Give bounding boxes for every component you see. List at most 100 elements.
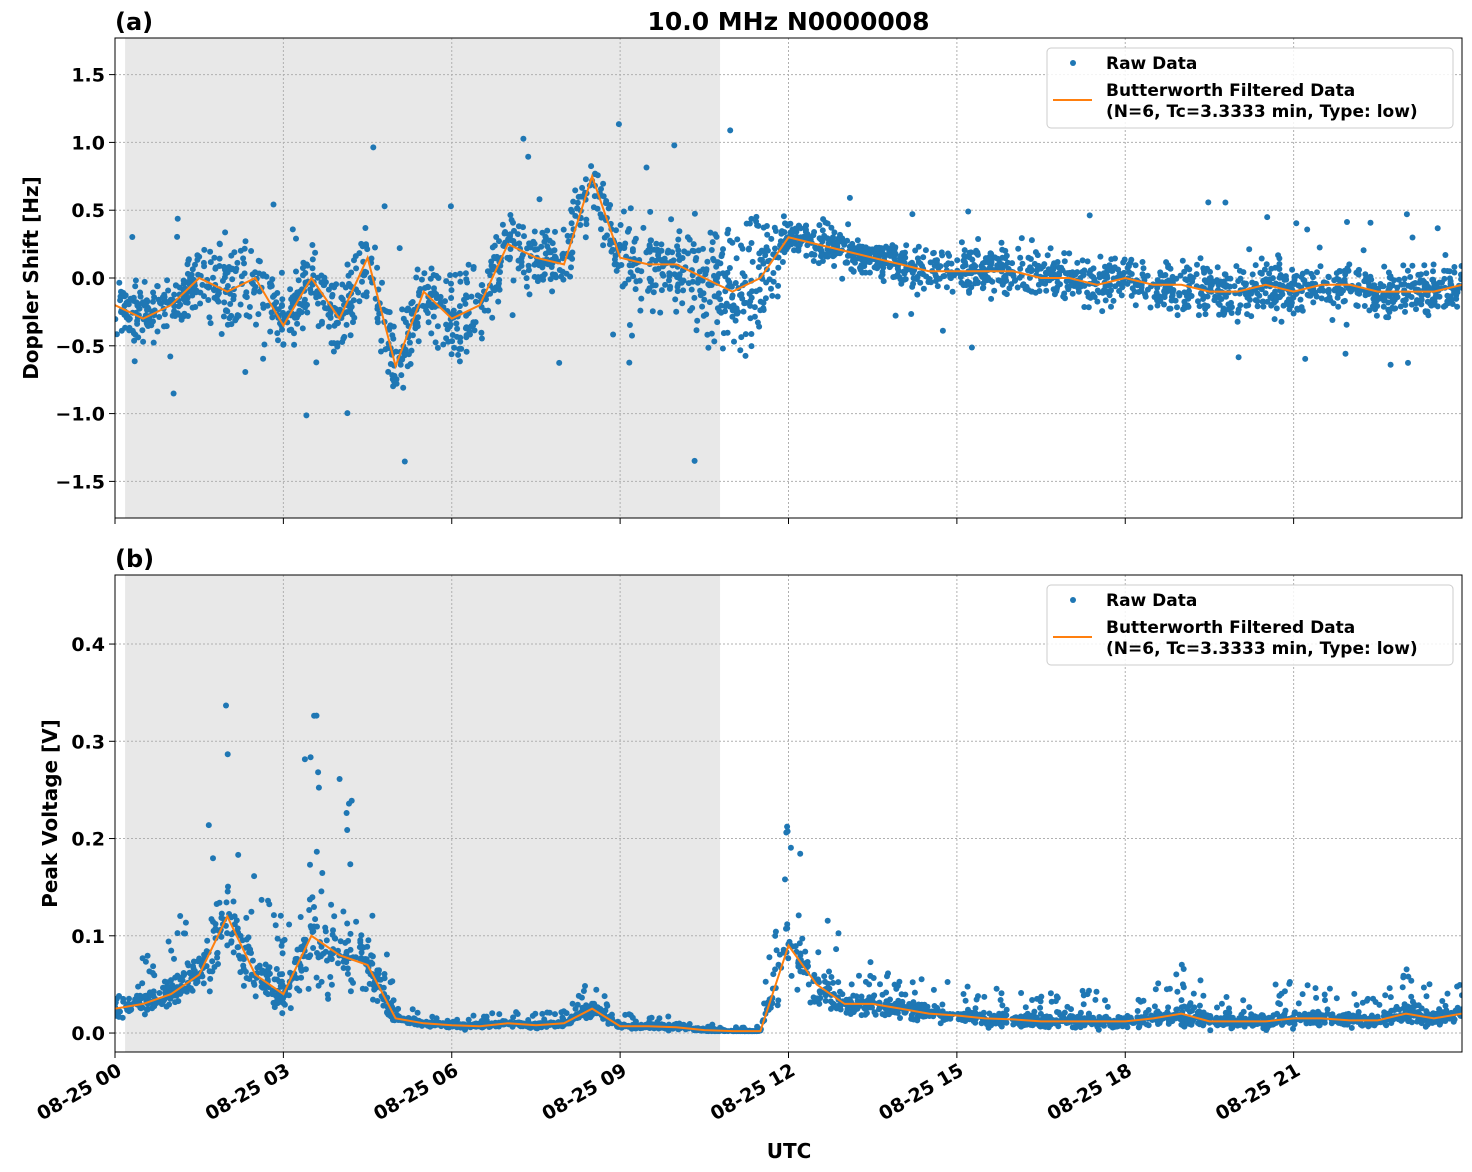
raw-point bbox=[478, 1018, 485, 1024]
raw-point bbox=[261, 341, 268, 348]
raw-point bbox=[1069, 1024, 1076, 1031]
raw-point bbox=[424, 310, 431, 316]
raw-point bbox=[1302, 355, 1309, 362]
raw-point bbox=[156, 314, 163, 320]
raw-point bbox=[1173, 275, 1180, 282]
raw-point bbox=[1262, 290, 1269, 297]
raw-point bbox=[756, 286, 763, 293]
raw-point bbox=[266, 901, 273, 908]
raw-point bbox=[409, 299, 416, 305]
raw-point bbox=[383, 951, 390, 958]
raw-point bbox=[848, 981, 855, 988]
raw-point bbox=[325, 286, 332, 293]
raw-point bbox=[1252, 262, 1259, 269]
raw-point bbox=[369, 953, 376, 960]
raw-point bbox=[1304, 226, 1311, 233]
raw-point bbox=[1259, 298, 1266, 305]
raw-point bbox=[507, 254, 513, 261]
raw-point bbox=[844, 237, 851, 244]
raw-point bbox=[597, 211, 604, 218]
raw-point bbox=[643, 164, 650, 171]
raw-point bbox=[327, 974, 334, 980]
raw-point bbox=[909, 269, 916, 276]
raw-point bbox=[218, 910, 225, 917]
raw-point bbox=[276, 971, 283, 978]
raw-point bbox=[748, 343, 755, 350]
raw-point bbox=[1327, 297, 1334, 304]
raw-point bbox=[216, 263, 223, 269]
raw-point bbox=[378, 337, 385, 344]
raw-point bbox=[1333, 270, 1340, 277]
raw-point bbox=[1308, 270, 1315, 277]
raw-point bbox=[708, 330, 715, 337]
raw-point bbox=[791, 247, 797, 254]
raw-point bbox=[640, 224, 647, 231]
raw-point bbox=[115, 999, 119, 1006]
raw-point bbox=[308, 925, 315, 932]
raw-point bbox=[693, 327, 700, 334]
raw-point bbox=[1405, 973, 1412, 980]
raw-point bbox=[242, 238, 249, 245]
raw-point bbox=[1018, 990, 1025, 996]
raw-point bbox=[742, 352, 749, 359]
raw-point bbox=[1254, 303, 1261, 310]
raw-point bbox=[465, 261, 472, 268]
raw-point bbox=[428, 330, 435, 337]
raw-point bbox=[1260, 303, 1267, 310]
raw-point bbox=[1397, 303, 1404, 310]
raw-point bbox=[455, 351, 462, 358]
raw-point bbox=[344, 970, 351, 977]
raw-point bbox=[1006, 285, 1013, 292]
raw-point bbox=[170, 390, 177, 397]
raw-point bbox=[764, 247, 771, 254]
raw-point bbox=[279, 296, 286, 303]
raw-point bbox=[572, 187, 579, 194]
raw-point bbox=[1037, 1010, 1044, 1017]
raw-point bbox=[191, 968, 198, 974]
raw-point bbox=[487, 272, 494, 279]
raw-point bbox=[271, 292, 278, 299]
raw-point bbox=[594, 205, 601, 212]
raw-point bbox=[174, 215, 181, 222]
raw-point bbox=[1276, 255, 1283, 262]
raw-point bbox=[613, 227, 619, 234]
raw-point bbox=[824, 917, 831, 924]
raw-point bbox=[901, 1009, 908, 1016]
raw-point bbox=[1286, 306, 1293, 313]
raw-point bbox=[1316, 244, 1323, 251]
raw-point bbox=[1333, 995, 1340, 1002]
raw-point bbox=[775, 997, 782, 1004]
raw-point bbox=[1055, 1023, 1062, 1030]
raw-point bbox=[811, 251, 818, 258]
raw-point bbox=[1278, 318, 1285, 325]
raw-point bbox=[1228, 310, 1235, 316]
raw-point bbox=[941, 273, 948, 279]
raw-point bbox=[447, 272, 454, 279]
raw-point bbox=[760, 248, 767, 255]
raw-point bbox=[1034, 252, 1041, 259]
raw-point bbox=[1066, 250, 1073, 257]
raw-point bbox=[729, 292, 736, 299]
raw-point bbox=[1124, 264, 1131, 271]
raw-point bbox=[1409, 262, 1416, 269]
raw-point bbox=[896, 978, 903, 985]
raw-point bbox=[1153, 289, 1160, 296]
raw-point bbox=[339, 296, 346, 303]
raw-point bbox=[1200, 992, 1207, 999]
panel-label: (a) bbox=[115, 8, 153, 36]
raw-point bbox=[369, 912, 376, 919]
raw-point bbox=[1345, 1010, 1352, 1017]
raw-point bbox=[1446, 1015, 1453, 1022]
raw-point bbox=[1197, 977, 1204, 984]
raw-point bbox=[279, 994, 285, 1001]
raw-point bbox=[1043, 1013, 1050, 1020]
raw-point bbox=[249, 957, 256, 964]
raw-point bbox=[1431, 279, 1437, 286]
raw-point bbox=[207, 248, 214, 255]
raw-point bbox=[658, 241, 665, 248]
raw-point bbox=[711, 338, 718, 345]
raw-point bbox=[762, 295, 769, 302]
raw-point bbox=[1161, 291, 1168, 298]
raw-point bbox=[876, 1006, 882, 1013]
raw-point bbox=[920, 254, 927, 261]
